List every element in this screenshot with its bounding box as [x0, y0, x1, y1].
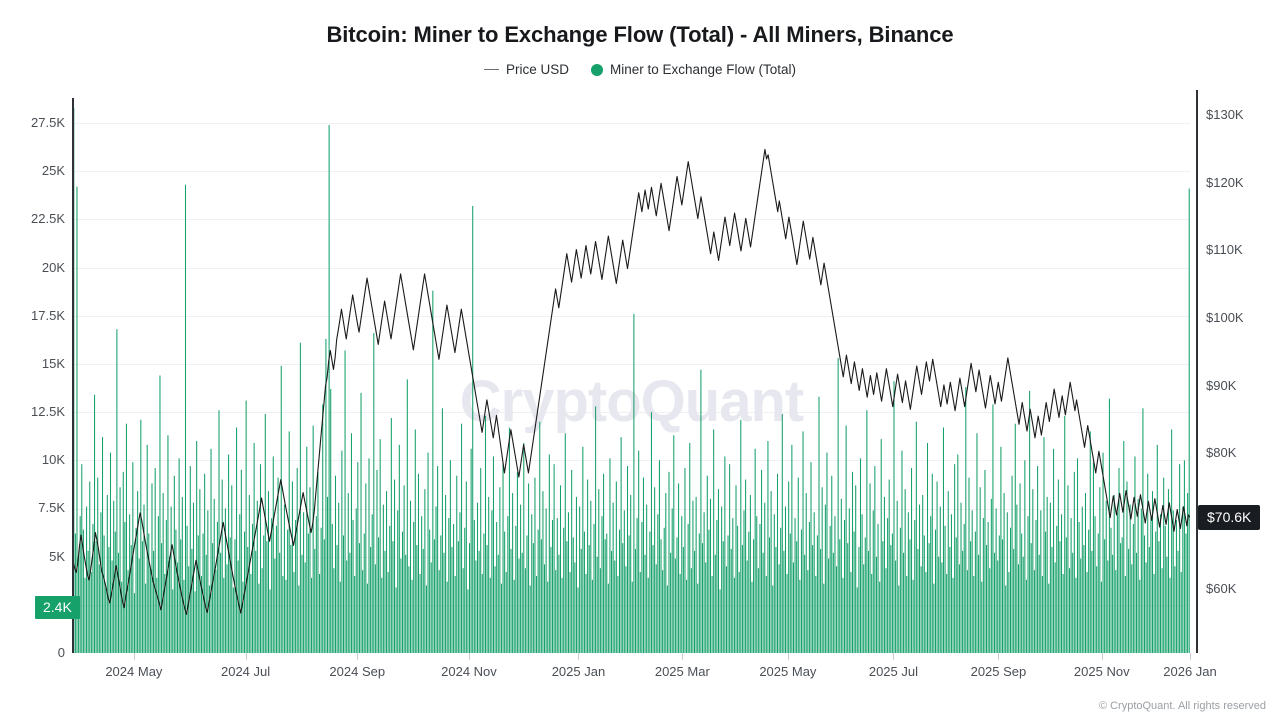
x-axis-tick-label: 2025 Jul — [868, 664, 918, 679]
x-axis-tick — [468, 653, 470, 660]
x-axis-tick-label: 2024 Jul — [220, 664, 271, 679]
y-axis-right-tick-label: $60K — [1206, 580, 1237, 596]
legend-item-flow[interactable]: Miner to Exchange Flow (Total) — [590, 62, 797, 77]
x-axis-tick — [787, 653, 789, 660]
y-axis-left-tick-label: 7.5K — [38, 500, 65, 516]
x-axis-tick — [357, 653, 359, 660]
x-axis-tick — [893, 653, 895, 660]
flow-value-badge: 2.4K — [35, 595, 80, 619]
x-axis-tick — [1190, 653, 1191, 660]
y-axis-left-tick-label: 5K — [49, 548, 65, 564]
x-axis-tick — [998, 653, 1000, 660]
y-axis-left-tick-label: 12.5K — [31, 404, 65, 420]
x-axis-tick-label: 2024 Nov — [441, 664, 497, 679]
x-axis-tick — [578, 653, 580, 660]
y-axis-right-tick-label: $100K — [1206, 309, 1244, 325]
gridline — [73, 460, 1190, 462]
x-axis-tick-label: 2025 May — [759, 664, 817, 679]
legend-label-price: Price USD — [505, 62, 569, 77]
x-axis-tick-label: 2025 Mar — [654, 664, 710, 679]
y-axis-right-tick-label: $80K — [1206, 445, 1237, 461]
gridline — [73, 267, 1190, 269]
y-axis-left-tick-label: 10K — [41, 452, 65, 468]
y-axis-right-tick-label: $120K — [1206, 174, 1244, 190]
price-line-series — [73, 148, 1190, 615]
x-axis-tick-label: 2025 Jan — [551, 664, 606, 679]
y-axis-left — [72, 98, 74, 653]
circle-swatch-icon — [590, 63, 603, 76]
page-title: Bitcoin: Miner to Exchange Flow (Total) … — [326, 22, 954, 47]
y-axis-left-tick-label: 27.5K — [31, 115, 65, 131]
gridline — [73, 604, 1190, 606]
y-axis-left-tick-label: 22.5K — [31, 211, 65, 227]
x-axis-tick — [133, 653, 135, 660]
gridline — [73, 556, 1190, 558]
y-axis-right-tick-label: $110K — [1206, 242, 1243, 258]
copyright-notice: © CryptoQuant. All rights reserved — [1098, 700, 1266, 712]
x-axis-tick-label: 2024 Sep — [329, 664, 386, 679]
gridline — [73, 363, 1190, 365]
y-axis-right-tick-label: $130K — [1206, 106, 1244, 122]
x-axis-tick-label: 2025 Sep — [970, 664, 1027, 679]
plot-area[interactable]: CryptoQuant — [73, 98, 1190, 653]
chart-legend: Price USD Miner to Exchange Flow (Total) — [0, 62, 1280, 77]
y-axis-left-tick-label: 25K — [41, 163, 65, 179]
x-axis-tick-label: 2025 Nov — [1073, 664, 1130, 679]
legend-item-price[interactable]: Price USD — [483, 62, 569, 77]
gridline — [73, 315, 1190, 317]
legend-label-flow: Miner to Exchange Flow (Total) — [609, 62, 797, 77]
gridline — [73, 123, 1190, 125]
x-axis-tick-label: 2024 May — [105, 664, 163, 679]
x-axis-tick — [245, 653, 247, 660]
y-axis-right — [1196, 90, 1198, 653]
y-axis-left-tick-label: 0 — [57, 645, 65, 660]
gridlines — [73, 98, 1190, 653]
y-axis-left-tick-label: 17.5K — [31, 307, 65, 323]
x-axis-tick-label: 2026 Jan — [1163, 664, 1217, 679]
gridline — [73, 219, 1190, 221]
gridline — [73, 171, 1190, 173]
y-axis-left-tick-label: 20K — [41, 259, 65, 275]
x-axis-tick — [682, 653, 684, 660]
gridline — [73, 412, 1190, 414]
x-axis-tick — [1101, 653, 1103, 660]
y-axis-right-tick-label: $90K — [1206, 377, 1237, 393]
line-swatch-icon — [483, 69, 499, 70]
y-axis-left-tick-label: 15K — [41, 355, 65, 371]
bar-series — [73, 107, 1190, 653]
price-value-badge: $70.6K — [1198, 504, 1261, 530]
gridline — [73, 508, 1190, 510]
